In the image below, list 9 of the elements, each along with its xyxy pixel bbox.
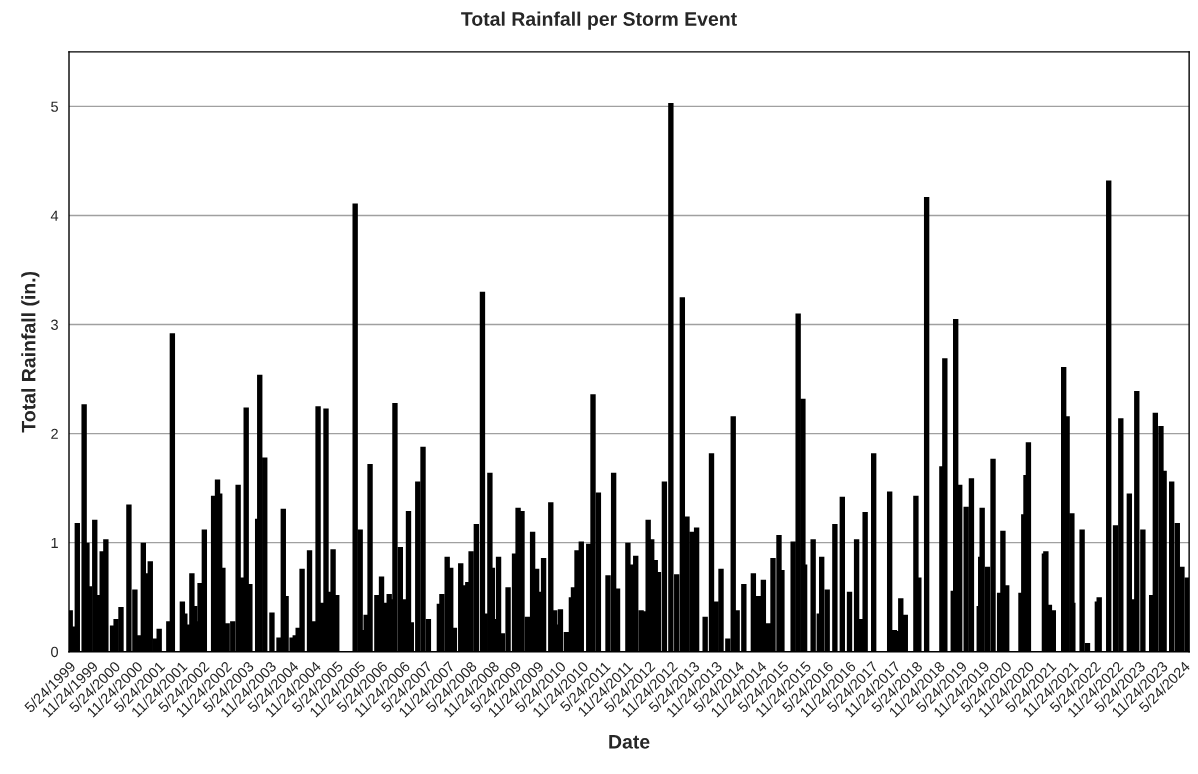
- y-tick-label: 3: [51, 319, 58, 330]
- y-tick-label: 5: [51, 101, 58, 112]
- y-tick-label: 4: [50, 210, 59, 221]
- y-tick-label: 2: [51, 428, 58, 439]
- y-axis-title: Total Rainfall (in.): [21, 271, 40, 433]
- y-tick-label: 0: [51, 646, 59, 658]
- y-tick-label: 1: [51, 537, 58, 548]
- chart-title: Total Rainfall per Storm Event: [461, 11, 737, 30]
- x-axis-title: Date: [609, 735, 650, 749]
